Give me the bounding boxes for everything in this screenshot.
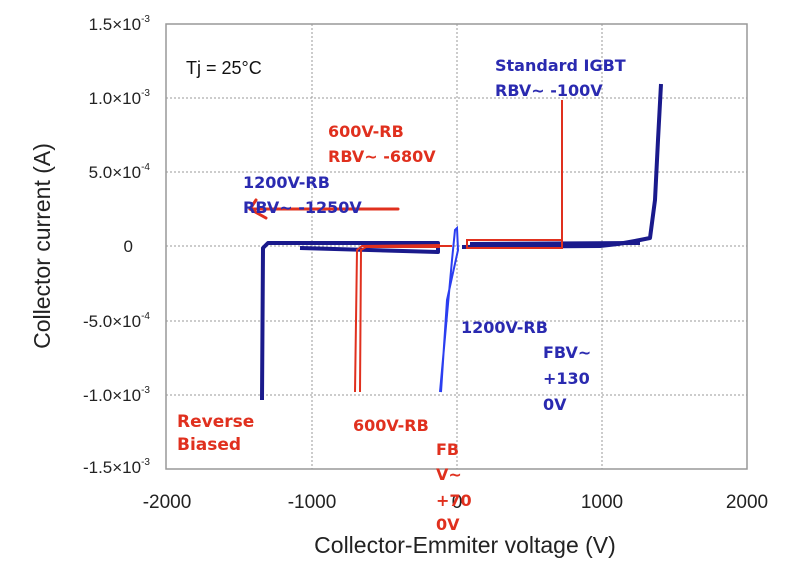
annotation-fb: FB: [436, 440, 459, 459]
annotation-standard-igbt-rbv: RBV~ -100V: [495, 81, 603, 100]
annotation-fb-val: +70: [436, 491, 472, 510]
svg-text:-5.0×10-4: -5.0×10-4: [83, 311, 150, 331]
y-axis-label: Collector current (A): [29, 143, 55, 349]
svg-text:0: 0: [124, 237, 133, 256]
annotation-reverse: Reverse: [177, 412, 254, 432]
annotation-600v-rb: 600V-RB: [328, 122, 404, 141]
svg-text:5.0×10-4: 5.0×10-4: [89, 162, 151, 182]
series-600v-rb: [354, 100, 563, 393]
annotation-standard-igbt: Standard IGBT: [495, 56, 626, 75]
arrow-icon: [248, 198, 400, 220]
svg-text:1000: 1000: [581, 492, 623, 513]
annotation-1200v-rb-fbv-val: +130: [543, 369, 590, 388]
annotation-temperature: Tj = 25°C: [186, 58, 262, 78]
annotation-1200v-rb-rbv: RBV~ -1250V: [243, 198, 362, 217]
svg-text:1.0×10-3: 1.0×10-3: [89, 88, 151, 108]
annotation-1200v-rb: 1200V-RB: [243, 173, 330, 192]
svg-text:-1.0×10-3: -1.0×10-3: [83, 385, 150, 405]
svg-text:1.5×10-3: 1.5×10-3: [89, 14, 151, 34]
annotation-biased: Biased: [177, 435, 241, 455]
svg-text:-1.5×10-3: -1.5×10-3: [83, 457, 150, 477]
x-axis-ticks: -2000 -1000 0 1000 2000: [143, 492, 768, 513]
plot-frame: [165, 23, 748, 470]
series-1200v-rb-fb: [439, 225, 460, 393]
y-axis-ticks: 1.5×10-3 1.0×10-3 5.0×10-4 0 -5.0×10-4 -…: [83, 14, 150, 477]
svg-text:0: 0: [452, 492, 463, 513]
annotation-1200v-rb-fb: 1200V-RB: [461, 318, 548, 337]
x-axis-label: Collector-Emmiter voltage (V): [314, 532, 616, 558]
annotation-600v-rb-fb: 600V-RB: [353, 416, 429, 435]
svg-text:2000: 2000: [726, 492, 768, 513]
svg-text:-1000: -1000: [288, 492, 337, 513]
annotation-1200v-rb-fbv-unit: 0V: [543, 395, 567, 414]
series-1200v-rb: [260, 83, 663, 401]
annotation-fb-unit: 0V: [436, 515, 460, 534]
svg-text:-2000: -2000: [143, 492, 192, 513]
annotation-1200v-rb-fbv: FBV~: [543, 343, 591, 362]
annotation-600v-rb-rbv: RBV~ -680V: [328, 147, 436, 166]
annotation-fb-v: V~: [436, 465, 462, 484]
